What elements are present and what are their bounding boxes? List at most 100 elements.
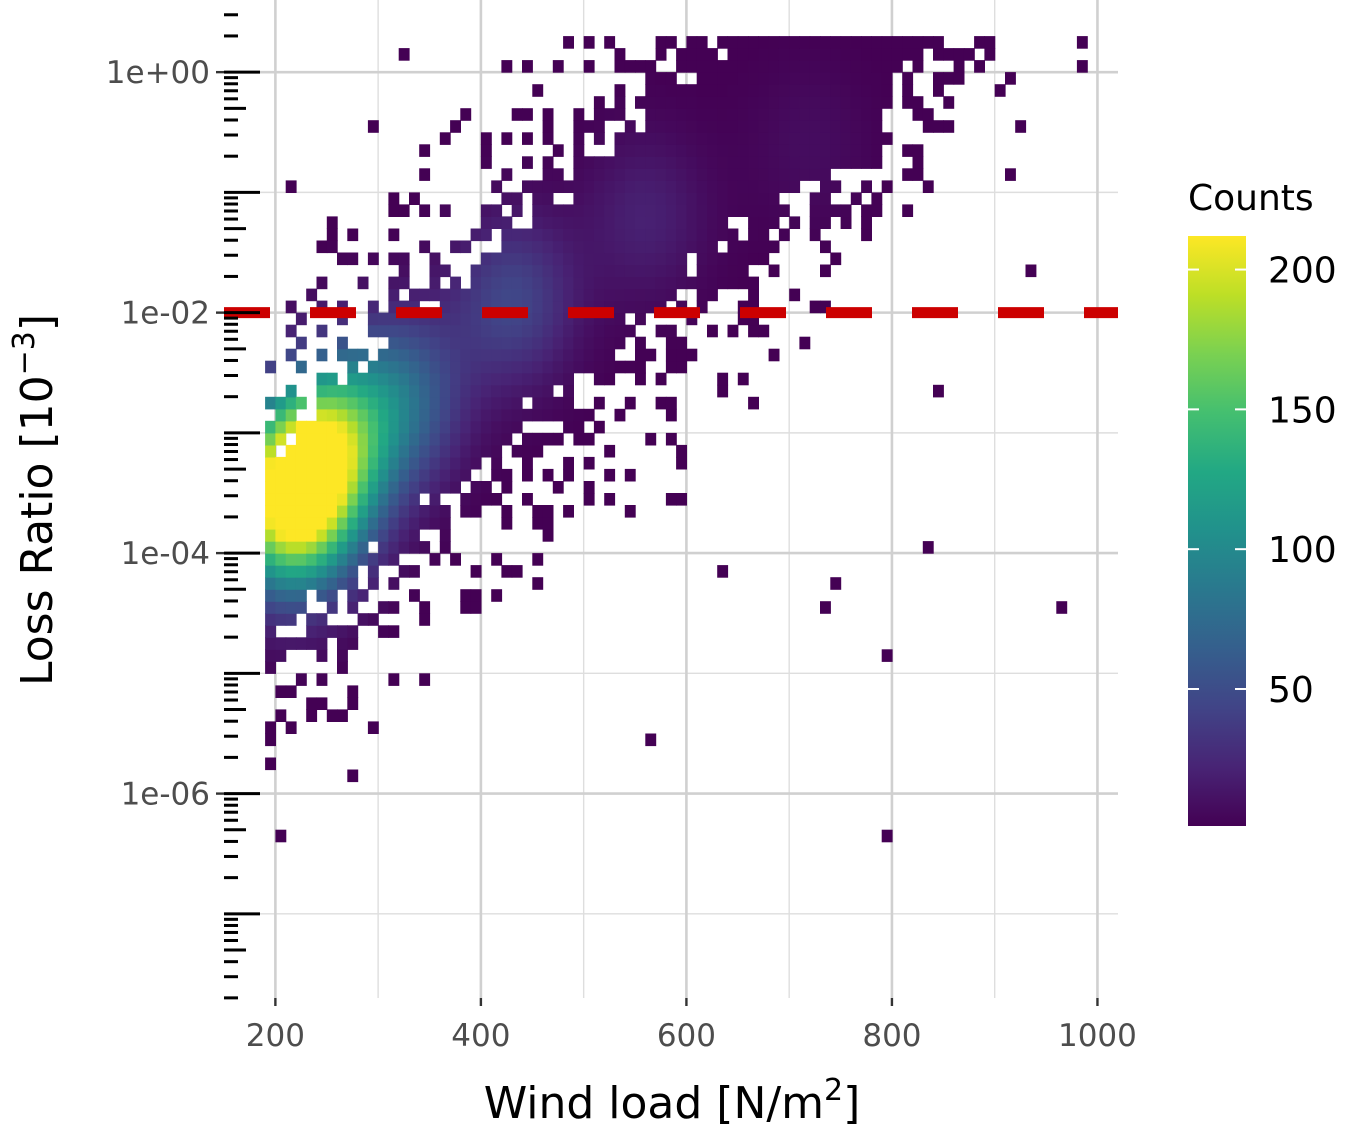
density-cell xyxy=(778,132,790,145)
density-cell xyxy=(511,336,523,350)
density-cell xyxy=(717,565,729,578)
density-cell xyxy=(573,336,585,350)
density-cell xyxy=(799,108,811,121)
density-cell xyxy=(367,372,379,386)
density-cell xyxy=(655,180,667,193)
density-cell xyxy=(686,84,698,97)
density-cell xyxy=(573,264,585,278)
density-cell xyxy=(563,240,574,254)
density-cell xyxy=(563,468,574,482)
density-cell xyxy=(861,84,872,97)
density-cell xyxy=(367,553,379,566)
density-cell xyxy=(450,468,461,482)
density-cell xyxy=(316,384,328,398)
density-cell xyxy=(696,180,708,193)
density-cell xyxy=(460,348,472,362)
density-cell xyxy=(419,613,431,626)
density-cell xyxy=(963,48,975,61)
density-cell xyxy=(388,324,400,338)
density-cell xyxy=(367,312,379,326)
density-cell xyxy=(419,468,431,482)
density-cell xyxy=(665,72,677,85)
density-cell xyxy=(265,493,276,506)
density-cell xyxy=(789,60,801,73)
density-cell xyxy=(624,360,636,374)
density-cell xyxy=(717,216,729,229)
density-cell xyxy=(511,192,523,205)
density-cell xyxy=(696,264,708,278)
density-cell xyxy=(696,240,708,254)
density-cell xyxy=(491,180,503,193)
density-cell xyxy=(717,36,729,49)
density-cell xyxy=(768,108,780,121)
density-cell xyxy=(532,204,544,217)
density-cell xyxy=(532,84,544,97)
density-cell xyxy=(295,432,307,446)
density-cell xyxy=(357,348,369,362)
density-cell xyxy=(542,120,554,133)
density-cell xyxy=(583,408,595,422)
density-cell xyxy=(501,324,513,338)
density-cell xyxy=(768,120,780,133)
density-cell xyxy=(994,84,1006,97)
density-cell xyxy=(748,108,759,121)
density-cell xyxy=(696,72,708,85)
density-cell xyxy=(367,396,379,410)
density-cell xyxy=(316,613,328,626)
density-cell xyxy=(593,192,605,205)
density-cell xyxy=(748,120,759,133)
density-cell xyxy=(635,288,646,302)
density-cell xyxy=(840,204,852,217)
density-cell xyxy=(737,204,749,217)
density-cell xyxy=(337,300,348,314)
density-cell xyxy=(696,300,708,314)
density-cell xyxy=(768,84,780,97)
density-cell xyxy=(306,625,318,638)
density-cell xyxy=(480,360,492,374)
density-cell xyxy=(707,288,718,302)
density-cell xyxy=(326,589,338,602)
density-cell xyxy=(429,312,441,326)
density-cell xyxy=(727,48,739,61)
density-cell xyxy=(532,264,544,278)
density-cell xyxy=(337,625,348,638)
density-cell xyxy=(388,625,400,638)
density-cell xyxy=(460,601,472,614)
density-cell xyxy=(409,517,420,530)
density-cell xyxy=(686,276,698,290)
density-cell xyxy=(789,48,801,61)
density-cell xyxy=(480,481,492,494)
density-cell xyxy=(316,493,328,506)
density-cell xyxy=(501,348,513,362)
density-cell xyxy=(378,312,389,326)
density-cell xyxy=(573,228,585,242)
density-cell xyxy=(357,517,369,530)
density-cell xyxy=(552,216,564,229)
density-cell xyxy=(316,637,328,650)
density-cell xyxy=(789,144,801,157)
density-cell xyxy=(593,240,605,254)
density-cell xyxy=(542,312,554,326)
density-cell xyxy=(491,493,503,506)
density-cell xyxy=(789,156,801,169)
density-cell xyxy=(676,276,687,290)
density-cell xyxy=(337,505,348,518)
density-cell xyxy=(758,144,770,157)
density-cell xyxy=(707,204,718,217)
density-cell xyxy=(655,72,667,85)
density-cell xyxy=(593,216,605,229)
density-cell xyxy=(676,264,687,278)
density-cell xyxy=(645,144,657,157)
density-cell xyxy=(347,529,359,542)
density-cell xyxy=(275,468,287,482)
density-cell xyxy=(922,108,934,121)
density-cell xyxy=(748,144,759,157)
density-cell xyxy=(450,432,461,446)
density-cell xyxy=(326,384,338,398)
density-cell xyxy=(830,156,842,169)
density-cell xyxy=(593,204,605,217)
density-cell xyxy=(676,48,687,61)
density-cell xyxy=(809,168,821,181)
density-cell xyxy=(665,408,677,422)
